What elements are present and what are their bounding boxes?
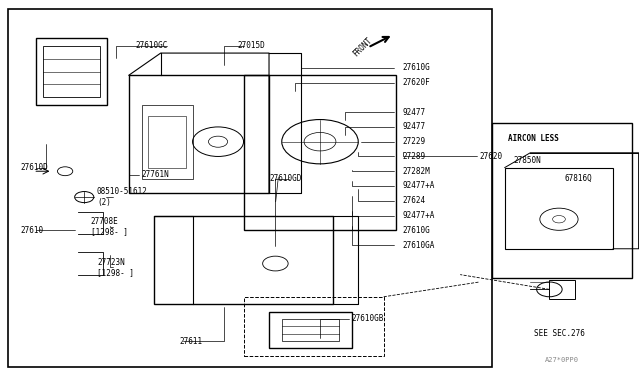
Bar [282, 319, 339, 341]
Bar [269, 311, 352, 349]
Text: AIRCON LESS: AIRCON LESS [508, 134, 559, 142]
Text: 27289: 27289 [403, 152, 426, 161]
Text: 27015D: 27015D [237, 41, 265, 50]
Text: FRONT: FRONT [351, 36, 374, 59]
Text: 27610D: 27610D [20, 163, 48, 172]
Bar [492, 123, 632, 278]
Text: 27761N: 27761N [141, 170, 170, 179]
Text: 08510-51612
(2): 08510-51612 (2) [97, 187, 148, 207]
Text: 27282M: 27282M [403, 167, 431, 176]
Text: 27723N
[1298- ]: 27723N [1298- ] [97, 257, 134, 277]
Bar [148, 116, 186, 167]
Bar [505, 167, 613, 249]
Bar [141, 105, 193, 179]
Text: 67816Q: 67816Q [564, 174, 592, 183]
Text: 27610GA: 27610GA [403, 241, 435, 250]
Text: 27610G: 27610G [403, 226, 431, 235]
Text: 27708E
[1298- ]: 27708E [1298- ] [91, 217, 127, 236]
Bar [36, 38, 106, 105]
Bar [154, 215, 333, 304]
Text: 27610GC: 27610GC [135, 41, 168, 50]
Text: 27610GD: 27610GD [269, 174, 301, 183]
Bar [244, 297, 384, 356]
Text: 92477+A: 92477+A [403, 211, 435, 220]
Bar [129, 75, 269, 193]
Text: 27610GB: 27610GB [352, 314, 384, 323]
Text: 27610G: 27610G [403, 63, 431, 72]
Bar [8, 9, 492, 367]
Text: SEE SEC.276: SEE SEC.276 [534, 329, 584, 338]
Text: 27624: 27624 [403, 196, 426, 205]
Text: 27229: 27229 [403, 137, 426, 146]
Text: A27*0PP0: A27*0PP0 [545, 356, 579, 363]
Bar [549, 280, 575, 299]
Bar [244, 75, 396, 230]
Text: 92477: 92477 [403, 122, 426, 131]
Text: 27611: 27611 [180, 337, 203, 346]
Text: 92477+A: 92477+A [403, 182, 435, 190]
Text: 27620: 27620 [479, 152, 502, 161]
Text: 27620F: 27620F [403, 78, 431, 87]
Text: 27610: 27610 [20, 226, 44, 235]
Text: 92477: 92477 [403, 108, 426, 117]
Bar [43, 46, 100, 97]
Text: 27850N: 27850N [513, 155, 541, 165]
